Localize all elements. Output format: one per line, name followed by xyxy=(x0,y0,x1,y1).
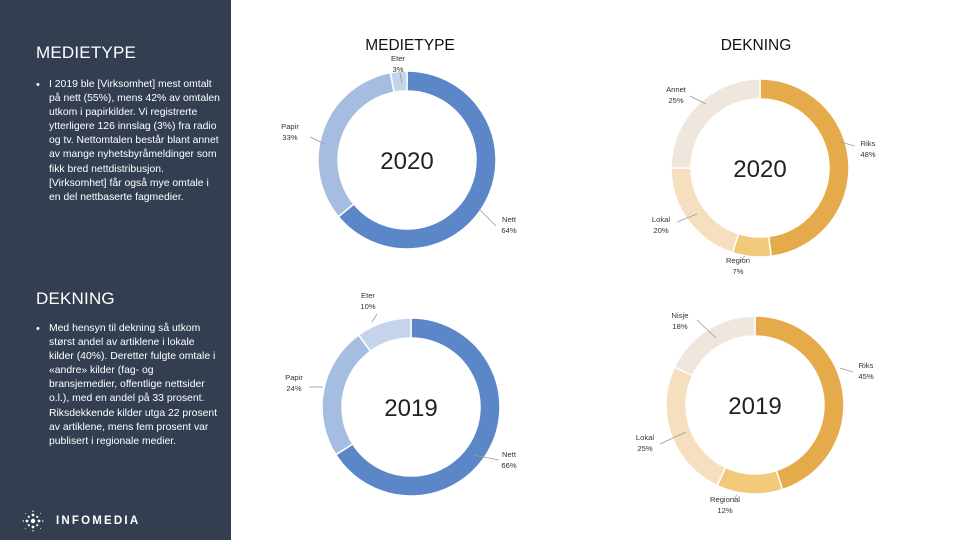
leader-line-eter xyxy=(371,313,378,323)
slice-regional xyxy=(716,466,784,495)
slice-label-lokal: Lokal xyxy=(652,215,670,224)
sidebar-heading-medietype: MEDIETYPE xyxy=(36,43,137,62)
leader-line-riks xyxy=(839,367,854,373)
slice-nisje xyxy=(673,315,756,377)
chart-title-dekning: DEKNING xyxy=(720,37,792,54)
leader-line-region xyxy=(739,255,746,262)
slice-label-annet: Annet xyxy=(666,85,687,94)
leader-line-lokal xyxy=(676,213,698,223)
slice-label-regional: Regional xyxy=(710,495,740,504)
slice-label-riks: Riks xyxy=(859,361,874,370)
donut-chart-medietype-2020: Nett 64% Papir 33% Eter 3% 2020 xyxy=(281,54,517,250)
sidebar-text-dekning: Med hensyn til dekning så utkom størst a… xyxy=(36,322,220,449)
donut-chart-dekning-2019: Riks 45% Regional 12% Lokal 25% Nisje 18% 2019 xyxy=(636,311,874,515)
leader-line-nett xyxy=(478,208,497,227)
slice-value-papir: 33% xyxy=(282,133,297,142)
leader-line-nisje xyxy=(696,319,717,339)
infomedia-logo-text: INFOMEDIA xyxy=(56,515,141,527)
slice-value-annet: 25% xyxy=(668,96,683,105)
donut-center-year: 2019 xyxy=(728,393,781,420)
sidebar-text-medietype: I 2019 ble [Virksomhet] mest omtalt på n… xyxy=(36,78,220,205)
slice-eter xyxy=(389,70,408,94)
leader-line-lokal xyxy=(659,431,687,445)
slice-value-nisje: 18% xyxy=(672,322,687,331)
slice-label-riks: Riks xyxy=(861,139,876,148)
slice-value-eter: 10% xyxy=(360,302,375,311)
donut-chart-dekning-2020: Riks 48% Region 7% Lokal 20% Annet 25% 2020 xyxy=(652,78,876,276)
slice-label-nett: Nett xyxy=(502,215,517,224)
leader-line-regional xyxy=(732,494,738,501)
slice-lokal xyxy=(670,167,740,254)
slice-value-regional: 12% xyxy=(717,506,732,515)
chart-title-medietype: MEDIETYPE xyxy=(365,37,455,54)
slice-label-region: Region xyxy=(726,256,750,265)
slice-value-nett: 64% xyxy=(501,226,516,235)
slice-value-papir: 24% xyxy=(286,384,301,393)
leader-line-annet xyxy=(689,95,707,105)
donut-center-year: 2019 xyxy=(384,395,437,422)
donut-chart-medietype-2019: Nett 66% Papir 24% Eter 10% 2019 xyxy=(285,291,517,497)
slice-value-lokal: 20% xyxy=(653,226,668,235)
slice-nett xyxy=(334,317,501,497)
slice-label-nett: Nett xyxy=(502,450,517,459)
slice-value-lokal: 25% xyxy=(637,444,652,453)
slice-papir xyxy=(317,71,395,218)
slice-label-lokal: Lokal xyxy=(636,433,654,442)
slice-papir xyxy=(321,333,372,456)
slice-label-eter: Eter xyxy=(391,54,405,63)
donut-center-year: 2020 xyxy=(380,148,433,175)
leader-line-eter xyxy=(399,72,403,84)
slice-eter xyxy=(357,317,412,353)
slice-label-papir: Papir xyxy=(285,373,303,382)
slice-label-nisje: Nisje xyxy=(672,311,689,320)
leader-line-papir xyxy=(309,136,326,145)
slice-value-eter: 3% xyxy=(393,65,404,74)
leader-line-nett xyxy=(473,454,500,461)
slice-label-eter: Eter xyxy=(361,291,375,300)
slice-nett xyxy=(337,70,497,250)
sidebar: MEDIETYPE I 2019 ble [Virksomhet] mest o… xyxy=(0,0,231,540)
donut-center-year: 2020 xyxy=(733,156,786,183)
leader-line-riks xyxy=(839,141,856,147)
slice-annet xyxy=(670,78,761,169)
sidebar-heading-dekning: DEKNING xyxy=(36,289,115,308)
infomedia-logo: INFOMEDIA xyxy=(22,509,140,533)
slice-value-riks: 45% xyxy=(858,372,873,381)
infomedia-logo-icon xyxy=(22,510,44,532)
slice-label-papir: Papir xyxy=(281,122,299,131)
slice-value-riks: 48% xyxy=(860,150,875,159)
slice-value-region: 7% xyxy=(733,267,744,276)
slice-lokal xyxy=(665,366,727,487)
slice-value-nett: 66% xyxy=(501,461,516,470)
